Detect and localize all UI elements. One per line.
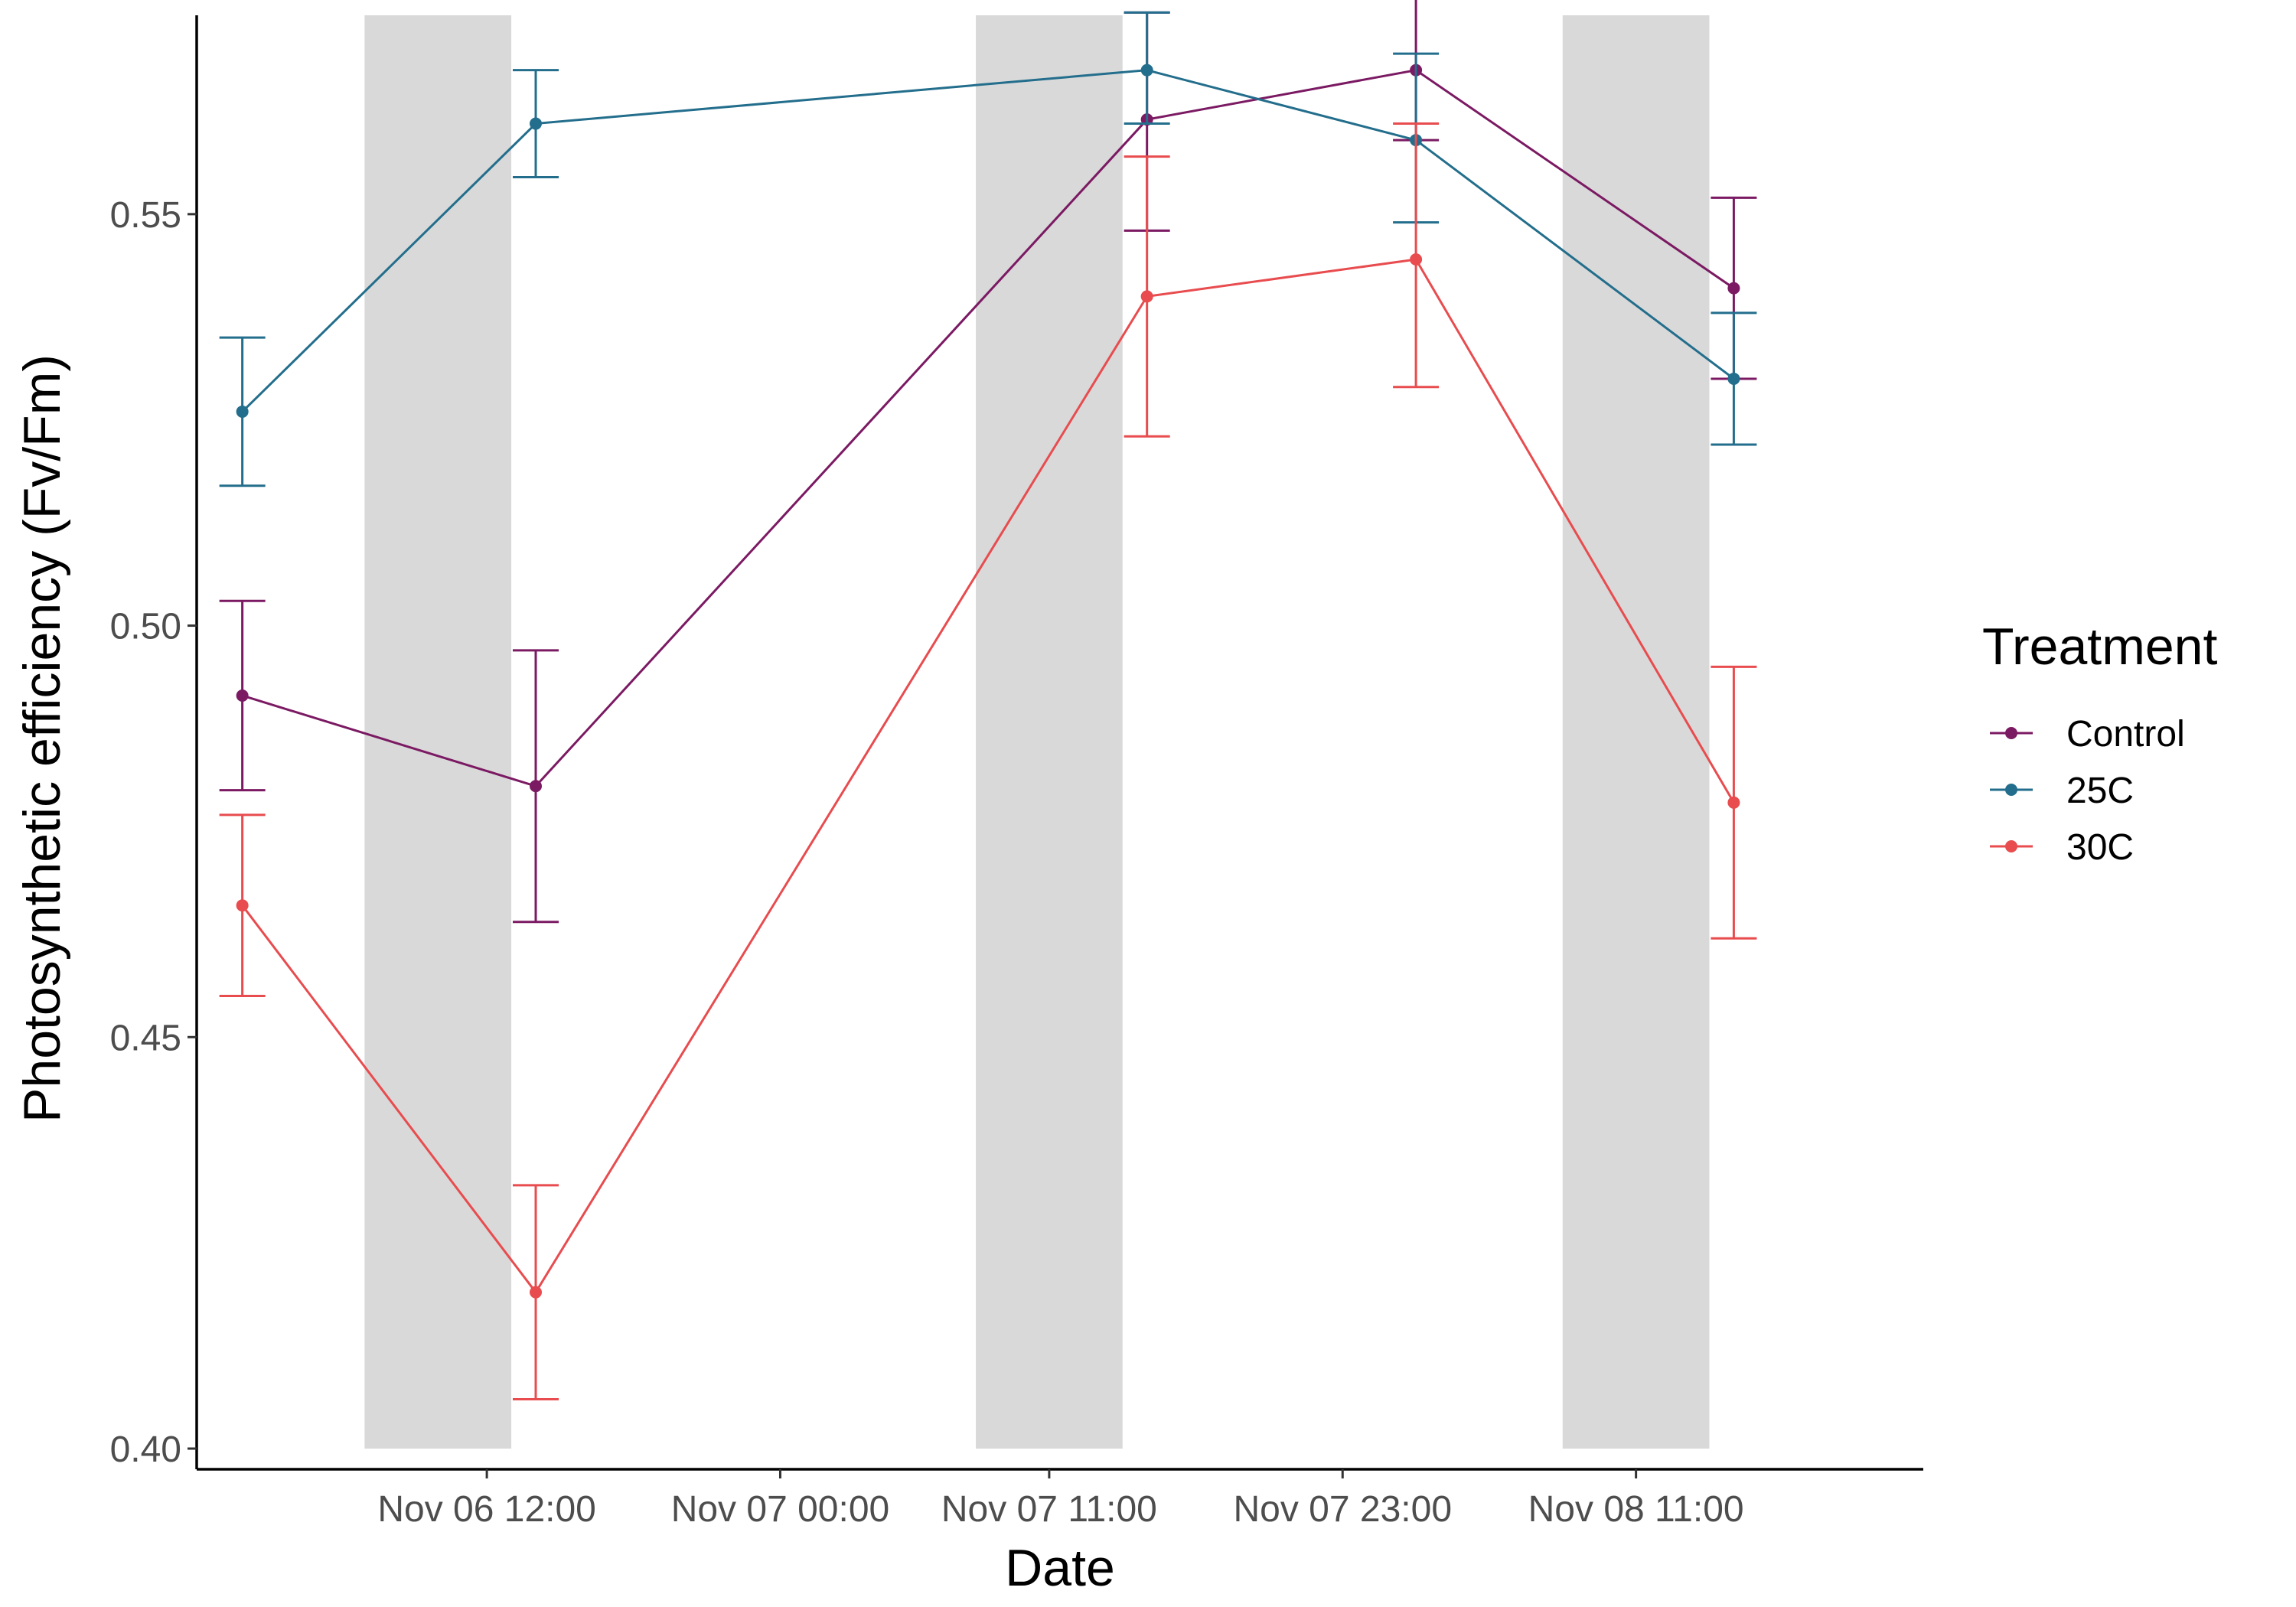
shaded-intervals — [364, 15, 1710, 1449]
series-25c — [219, 11, 1757, 487]
data-point — [1140, 290, 1153, 303]
data-point — [1140, 64, 1153, 77]
y-tick-label: 0.45 — [110, 1018, 181, 1058]
legend-label: 30C — [2066, 827, 2134, 868]
shade-band-1 — [364, 15, 512, 1449]
data-point — [1727, 282, 1740, 295]
ticks-group: 0.40 0.45 0.50 0.55 Nov 06 12:00 Nov 07 00:00… — [110, 195, 1744, 1530]
legend-label: 25C — [2066, 771, 2134, 811]
legend-title: Treatment — [1982, 618, 2217, 676]
legend-item-control: Control — [1990, 714, 2185, 755]
data-point — [530, 117, 543, 130]
x-tick-label: Nov 07 11:00 — [941, 1489, 1157, 1530]
data-point — [1410, 253, 1423, 266]
x-tick-label: Nov 07 00:00 — [671, 1489, 890, 1530]
legend: Treatment Control 25C 30C — [1982, 618, 2217, 868]
y-tick-label: 0.40 — [110, 1429, 181, 1470]
legend-item-25c: 25C — [1990, 771, 2134, 811]
x-tick-label: Nov 06 12:00 — [377, 1489, 596, 1530]
series-30c — [219, 122, 1757, 1400]
legend-key-point — [2005, 840, 2017, 852]
shade-band-2 — [976, 15, 1123, 1449]
legend-key-point — [2005, 727, 2017, 739]
legend-key-point — [2005, 784, 2017, 796]
y-axis-title: Photosynthetic efficiency (Fv/Fm) — [13, 354, 71, 1123]
data-point — [236, 405, 249, 418]
data-point — [236, 689, 249, 702]
x-axis-title: Date — [1005, 1539, 1115, 1597]
data-point — [530, 780, 543, 793]
x-tick-label: Nov 08 11:00 — [1528, 1489, 1744, 1530]
shade-band-3 — [1562, 15, 1710, 1449]
x-tick-label: Nov 07 23:00 — [1233, 1489, 1452, 1530]
series-group — [219, 0, 1757, 1400]
y-tick-label: 0.55 — [110, 195, 181, 236]
y-tick-label: 0.50 — [110, 607, 181, 647]
data-point — [530, 1286, 543, 1299]
legend-label: Control — [2066, 714, 2185, 755]
data-point — [1727, 796, 1740, 809]
legend-item-30c: 30C — [1990, 827, 2134, 868]
data-point — [236, 899, 249, 912]
data-point — [1727, 372, 1740, 385]
